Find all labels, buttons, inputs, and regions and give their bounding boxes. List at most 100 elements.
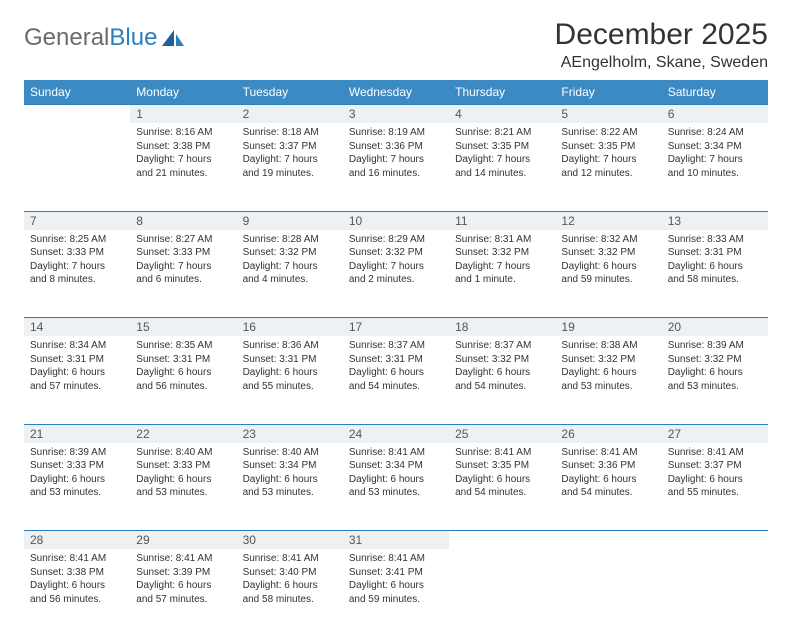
day-info-line: Sunrise: 8:37 AM [349, 339, 443, 353]
day-number-cell: 9 [237, 211, 343, 230]
day-number-cell: 26 [555, 424, 661, 443]
day-info-line: Daylight: 7 hours [349, 153, 443, 167]
day-info-line: Daylight: 6 hours [561, 260, 655, 274]
daynum-row: 28 29 30 31 [24, 531, 768, 550]
day-number: 27 [668, 427, 681, 441]
day-number-cell: 3 [343, 105, 449, 124]
day-info-line: Sunset: 3:33 PM [30, 459, 124, 473]
day-info-line: and 21 minutes. [136, 167, 230, 181]
day-info-line: Sunset: 3:41 PM [349, 566, 443, 580]
day-info-line: Daylight: 6 hours [455, 473, 549, 487]
day-number-cell: 6 [662, 105, 768, 124]
day-content-cell: Sunrise: 8:32 AMSunset: 3:32 PMDaylight:… [555, 230, 661, 318]
day-number: 31 [349, 533, 362, 547]
day-number: 22 [136, 427, 149, 441]
day-number-cell: 2 [237, 105, 343, 124]
day-content-cell: Sunrise: 8:24 AMSunset: 3:34 PMDaylight:… [662, 123, 768, 211]
day-info-line: and 56 minutes. [30, 593, 124, 607]
day-number: 13 [668, 214, 681, 228]
day-info-line: Sunset: 3:35 PM [455, 140, 549, 154]
day-info-line: Daylight: 6 hours [668, 366, 762, 380]
day-number: 8 [136, 214, 143, 228]
day-content-cell: Sunrise: 8:22 AMSunset: 3:35 PMDaylight:… [555, 123, 661, 211]
day-info-line: Sunrise: 8:41 AM [455, 446, 549, 460]
day-number: 29 [136, 533, 149, 547]
day-info-line: Sunrise: 8:34 AM [30, 339, 124, 353]
day-info-line: Sunset: 3:40 PM [243, 566, 337, 580]
day-info-line: Sunrise: 8:36 AM [243, 339, 337, 353]
day-info-line: and 8 minutes. [30, 273, 124, 287]
day-info-line: Sunset: 3:33 PM [30, 246, 124, 260]
day-content-cell: Sunrise: 8:28 AMSunset: 3:32 PMDaylight:… [237, 230, 343, 318]
day-info-line: and 4 minutes. [243, 273, 337, 287]
day-info-line: Sunrise: 8:40 AM [243, 446, 337, 460]
day-info-line: Daylight: 7 hours [243, 260, 337, 274]
day-number-cell: 1 [130, 105, 236, 124]
day-number: 5 [561, 107, 568, 121]
day-info-line: Sunrise: 8:22 AM [561, 126, 655, 140]
day-number: 2 [243, 107, 250, 121]
calendar-table: Sunday Monday Tuesday Wednesday Thursday… [24, 80, 768, 637]
day-info-line: and 53 minutes. [243, 486, 337, 500]
day-number: 10 [349, 214, 362, 228]
day-info-line: Sunrise: 8:28 AM [243, 233, 337, 247]
location: AEngelholm, Skane, Sweden [555, 54, 768, 72]
day-info-line: Sunrise: 8:40 AM [136, 446, 230, 460]
day-info-line: Sunset: 3:32 PM [561, 353, 655, 367]
day-info-line: Sunrise: 8:41 AM [30, 552, 124, 566]
day-info-line: Sunrise: 8:32 AM [561, 233, 655, 247]
day-number-cell: 23 [237, 424, 343, 443]
day-number-cell [555, 531, 661, 550]
day-content-cell: Sunrise: 8:19 AMSunset: 3:36 PMDaylight:… [343, 123, 449, 211]
day-info-line: Sunrise: 8:33 AM [668, 233, 762, 247]
day-number-cell: 11 [449, 211, 555, 230]
day-number: 30 [243, 533, 256, 547]
day-number: 21 [30, 427, 43, 441]
day-info-line: Sunrise: 8:25 AM [30, 233, 124, 247]
logo-sail-icon [160, 28, 186, 48]
day-number: 20 [668, 320, 681, 334]
day-info-line: and 59 minutes. [561, 273, 655, 287]
header: GeneralBlue December 2025 AEngelholm, Sk… [24, 18, 768, 72]
day-info-line: and 55 minutes. [668, 486, 762, 500]
day-number-cell: 14 [24, 318, 130, 337]
day-info-line: Sunrise: 8:41 AM [349, 552, 443, 566]
day-info-line: Daylight: 6 hours [668, 260, 762, 274]
day-info-line: Sunrise: 8:41 AM [136, 552, 230, 566]
day-info-line: and 10 minutes. [668, 167, 762, 181]
day-info-line: Sunrise: 8:37 AM [455, 339, 549, 353]
day-number: 4 [455, 107, 462, 121]
weekday-header: Sunday [24, 80, 130, 105]
day-info-line: Sunset: 3:35 PM [561, 140, 655, 154]
day-info-line: Daylight: 7 hours [668, 153, 762, 167]
day-info-line: Daylight: 6 hours [30, 366, 124, 380]
day-info-line: Daylight: 7 hours [561, 153, 655, 167]
day-number-cell [662, 531, 768, 550]
day-content-cell: Sunrise: 8:40 AMSunset: 3:34 PMDaylight:… [237, 443, 343, 531]
day-info-line: Sunrise: 8:41 AM [668, 446, 762, 460]
day-number: 17 [349, 320, 362, 334]
day-content-cell: Sunrise: 8:41 AMSunset: 3:38 PMDaylight:… [24, 549, 130, 637]
logo: GeneralBlue [24, 18, 186, 52]
day-number-cell [24, 105, 130, 124]
day-content-cell: Sunrise: 8:33 AMSunset: 3:31 PMDaylight:… [662, 230, 768, 318]
day-content-cell: Sunrise: 8:41 AMSunset: 3:39 PMDaylight:… [130, 549, 236, 637]
day-info-line: and 55 minutes. [243, 380, 337, 394]
day-number-cell: 28 [24, 531, 130, 550]
day-info-line: Daylight: 6 hours [349, 473, 443, 487]
day-content-cell: Sunrise: 8:41 AMSunset: 3:35 PMDaylight:… [449, 443, 555, 531]
day-content-cell: Sunrise: 8:36 AMSunset: 3:31 PMDaylight:… [237, 336, 343, 424]
day-content-cell: Sunrise: 8:41 AMSunset: 3:40 PMDaylight:… [237, 549, 343, 637]
day-info-line: and 6 minutes. [136, 273, 230, 287]
day-content-cell [24, 123, 130, 211]
day-content-cell: Sunrise: 8:41 AMSunset: 3:34 PMDaylight:… [343, 443, 449, 531]
day-number: 12 [561, 214, 574, 228]
day-info-line: Sunrise: 8:31 AM [455, 233, 549, 247]
day-number-cell: 7 [24, 211, 130, 230]
day-info-line: Daylight: 6 hours [561, 366, 655, 380]
day-info-line: Daylight: 7 hours [349, 260, 443, 274]
day-info-line: and 57 minutes. [30, 380, 124, 394]
day-number-cell [449, 531, 555, 550]
day-number: 26 [561, 427, 574, 441]
day-info-line: Sunset: 3:32 PM [455, 246, 549, 260]
